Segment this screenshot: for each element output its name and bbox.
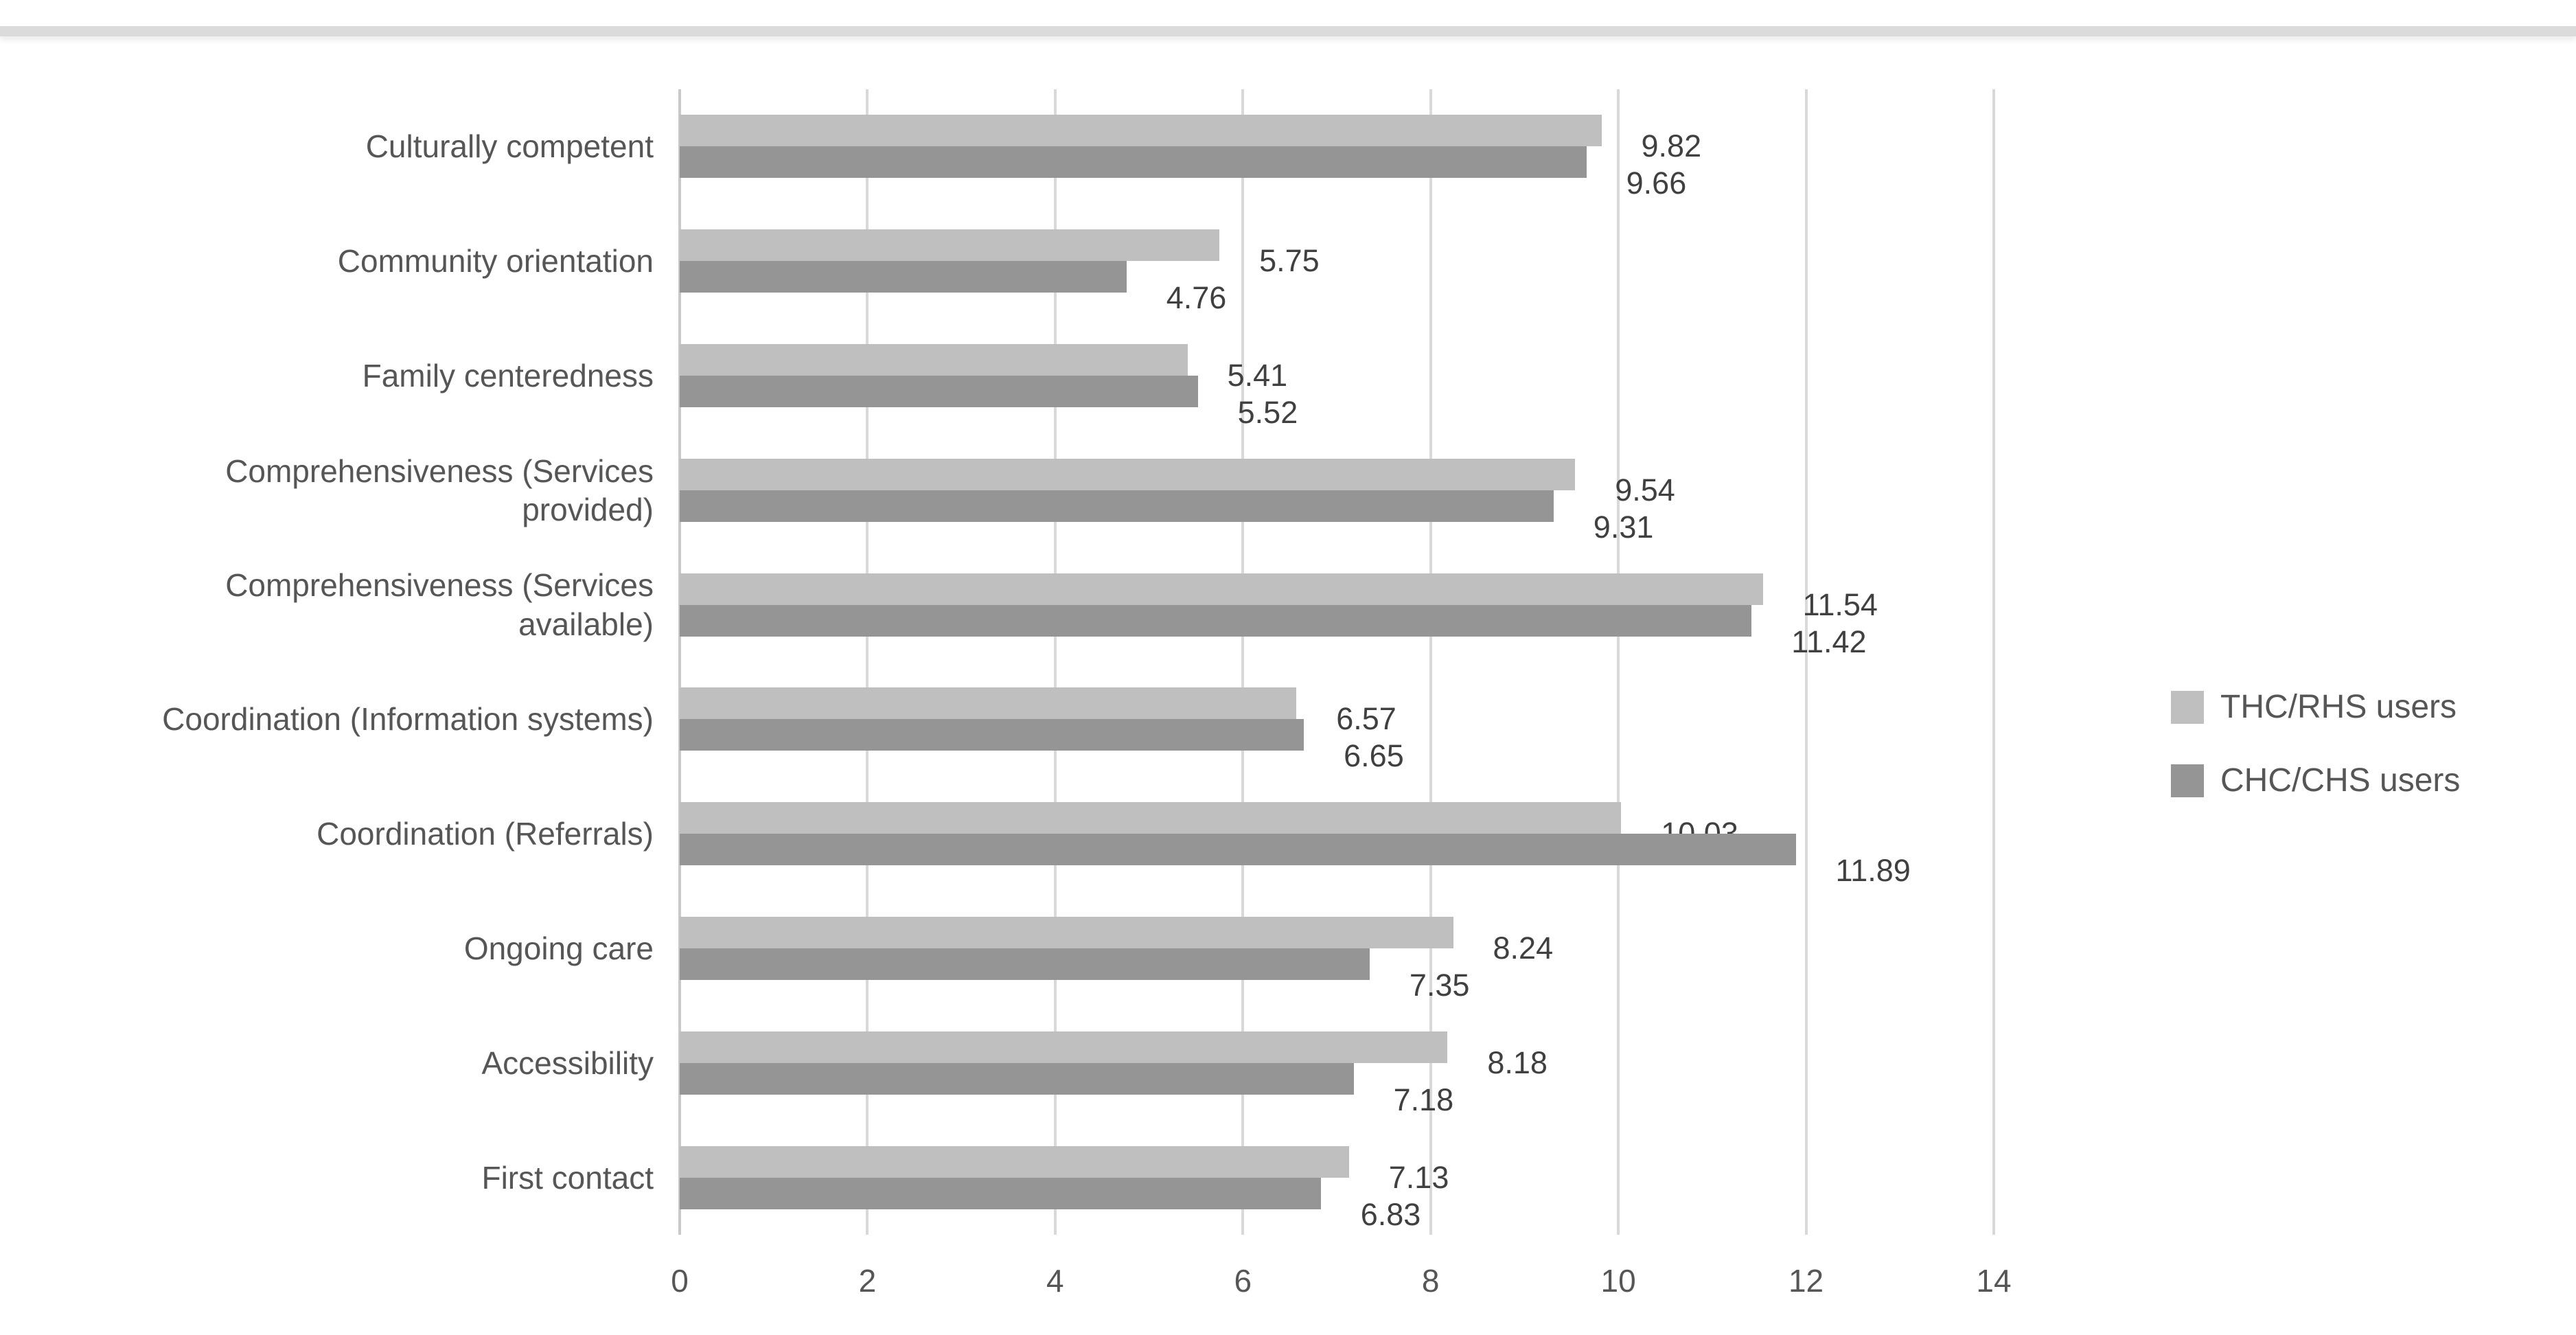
x-axis-tick-label-8: 8 xyxy=(1421,1263,1440,1299)
category-label: Coordination (Referrals) xyxy=(317,816,654,852)
data-label-series-1-cat-2: 5.52 xyxy=(1237,395,1298,430)
data-label-series-1-cat-3: 9.31 xyxy=(1593,509,1654,545)
data-label-series-1-cat-5: 6.65 xyxy=(1344,738,1404,774)
category-label: Accessibility xyxy=(481,1045,654,1081)
data-label-series-0-cat-9: 7.13 xyxy=(1388,1159,1449,1195)
gridline-12 xyxy=(1804,89,1808,1235)
bar-series-0-cat-3 xyxy=(680,458,1576,490)
category-label: Ongoing care xyxy=(463,930,654,966)
category-label: Comprehensiveness (Services available) xyxy=(225,567,654,642)
data-label-series-1-cat-0: 9.66 xyxy=(1626,166,1687,201)
data-label-series-0-cat-0: 9.82 xyxy=(1641,128,1702,164)
bar-series-1-cat-5 xyxy=(680,719,1304,751)
data-label-series-1-cat-8: 7.18 xyxy=(1393,1082,1454,1117)
bar-series-1-cat-0 xyxy=(680,146,1587,179)
data-label-series-0-cat-2: 5.41 xyxy=(1227,358,1288,393)
gridline-4 xyxy=(1053,89,1057,1235)
bar-series-1-cat-1 xyxy=(680,261,1127,293)
data-label-series-0-cat-4: 11.54 xyxy=(1802,586,1878,622)
category-label: Coordination (Information systems) xyxy=(162,701,654,738)
gridline-6 xyxy=(1241,89,1245,1235)
bar-series-0-cat-5 xyxy=(680,687,1297,720)
bar-series-0-cat-2 xyxy=(680,344,1188,376)
bar-series-0-cat-8 xyxy=(680,1031,1448,1063)
data-label-series-0-cat-1: 5.75 xyxy=(1259,243,1320,279)
bar-series-0-cat-0 xyxy=(680,115,1602,147)
bar-series-0-cat-7 xyxy=(680,917,1453,948)
legend-entry-thc-rhs: THC/RHS users xyxy=(2171,688,2460,726)
value-axis-line xyxy=(678,89,681,1235)
data-label-series-0-cat-3: 9.54 xyxy=(1615,472,1675,507)
data-label-series-0-cat-5: 6.57 xyxy=(1336,701,1396,737)
gridline-14 xyxy=(1992,89,1995,1235)
bar-series-1-cat-6 xyxy=(680,834,1796,866)
legend-label-thc-rhs: THC/RHS users xyxy=(2220,689,2457,725)
legend-swatch-chc-chs xyxy=(2171,764,2204,797)
data-label-series-1-cat-7: 7.35 xyxy=(1409,968,1470,1003)
bar-series-1-cat-3 xyxy=(680,490,1554,522)
category-label: Family centeredness xyxy=(362,357,654,393)
x-axis-tick-label-6: 6 xyxy=(1234,1263,1252,1299)
data-label-series-0-cat-8: 8.18 xyxy=(1487,1045,1548,1080)
x-axis-tick-label-2: 2 xyxy=(858,1263,877,1299)
bar-series-0-cat-4 xyxy=(680,573,1763,605)
chart-legend: THC/RHS users CHC/CHS users xyxy=(2171,688,2460,835)
gridline-10 xyxy=(1617,89,1620,1235)
data-label-series-1-cat-6: 11.89 xyxy=(1835,853,1911,889)
bar-series-0-cat-6 xyxy=(680,802,1622,834)
x-axis-tick-label-12: 12 xyxy=(1788,1263,1824,1299)
bar-series-1-cat-4 xyxy=(680,604,1752,637)
gridline-2 xyxy=(866,89,869,1235)
bar-series-0-cat-9 xyxy=(680,1145,1349,1178)
gridline-8 xyxy=(1429,89,1432,1235)
data-label-series-0-cat-7: 8.24 xyxy=(1493,931,1554,966)
x-axis-tick-label-14: 14 xyxy=(1976,1263,2012,1299)
x-axis-tick-label-4: 4 xyxy=(1046,1263,1064,1299)
x-axis-tick-label-0: 0 xyxy=(671,1263,689,1299)
data-label-series-1-cat-4: 11.42 xyxy=(1791,624,1867,659)
bar-series-1-cat-7 xyxy=(680,948,1370,980)
x-axis-tick-label-10: 10 xyxy=(1600,1263,1636,1299)
page-top-divider xyxy=(0,26,2576,36)
legend-swatch-thc-rhs xyxy=(2171,690,2204,724)
bar-series-1-cat-9 xyxy=(680,1177,1321,1209)
category-label: Community orientation xyxy=(337,243,654,279)
category-label: First contact xyxy=(481,1159,654,1196)
category-label: Culturally competent xyxy=(365,128,654,165)
data-label-series-1-cat-9: 6.83 xyxy=(1360,1196,1421,1232)
category-label: Comprehensiveness (Services provided) xyxy=(225,453,654,527)
bar-series-1-cat-8 xyxy=(680,1062,1354,1095)
data-label-series-1-cat-1: 4.76 xyxy=(1166,280,1227,316)
legend-entry-chc-chs: CHC/CHS users xyxy=(2171,762,2460,799)
bar-series-0-cat-1 xyxy=(680,229,1220,262)
legend-label-chc-chs: CHC/CHS users xyxy=(2220,762,2461,799)
bar-series-1-cat-2 xyxy=(680,376,1198,407)
